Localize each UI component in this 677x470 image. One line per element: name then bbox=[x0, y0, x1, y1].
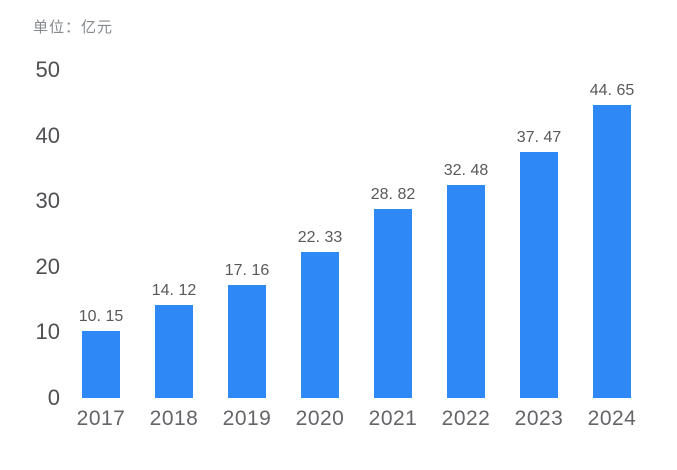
bar-2024 bbox=[593, 105, 631, 398]
bar-2020 bbox=[301, 252, 339, 398]
x-tick-label-2022: 2022 bbox=[441, 407, 491, 430]
value-label-2023: 37. 47 bbox=[516, 129, 562, 146]
value-label-2020: 22. 33 bbox=[297, 229, 343, 246]
x-tick-label-2019: 2019 bbox=[222, 407, 272, 430]
y-tick-label: 10 bbox=[35, 319, 60, 345]
bar-2018 bbox=[155, 305, 193, 398]
bar-2023 bbox=[520, 152, 558, 398]
bar-2021 bbox=[374, 209, 412, 398]
value-label-2024: 44. 65 bbox=[589, 82, 635, 99]
x-tick-label-2018: 2018 bbox=[149, 407, 199, 430]
y-tick-label: 30 bbox=[35, 188, 60, 214]
x-tick-label-2021: 2021 bbox=[368, 407, 418, 430]
bar-2022 bbox=[447, 185, 485, 398]
bar-2017 bbox=[82, 331, 120, 398]
value-label-2019: 17. 16 bbox=[224, 262, 270, 279]
x-tick-label-2023: 2023 bbox=[514, 407, 564, 430]
x-tick-label-2020: 2020 bbox=[295, 407, 345, 430]
value-label-2021: 28. 82 bbox=[370, 186, 416, 203]
value-label-2018: 14. 12 bbox=[151, 282, 197, 299]
y-tick-label: 40 bbox=[35, 122, 60, 148]
value-label-2022: 32. 48 bbox=[443, 162, 489, 179]
x-tick-label-2024: 2024 bbox=[587, 407, 637, 430]
x-tick-label-2017: 2017 bbox=[76, 407, 126, 430]
y-tick-label: 0 bbox=[47, 385, 60, 410]
value-label-2017: 10. 15 bbox=[78, 308, 124, 325]
unit-label: 单位：亿元 bbox=[33, 19, 114, 36]
bar-2019 bbox=[228, 285, 266, 398]
y-tick-label: 20 bbox=[35, 253, 60, 279]
y-tick-label: 50 bbox=[35, 57, 60, 82]
